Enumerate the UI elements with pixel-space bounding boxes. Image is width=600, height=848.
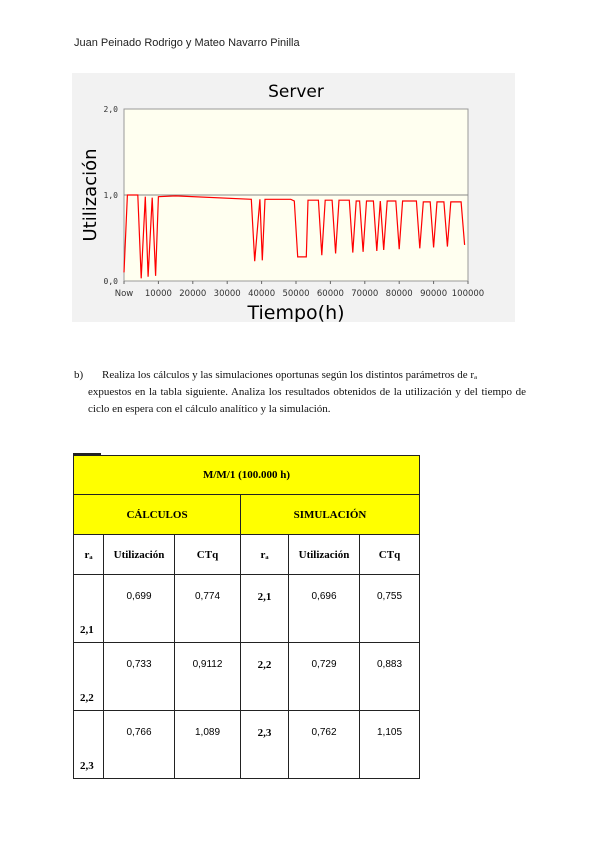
col-ra: rₐ <box>73 534 104 575</box>
cell: 0,762 <box>288 710 360 779</box>
cell: 2,1 <box>73 574 104 643</box>
x-tick-label: 10000 <box>145 289 172 299</box>
cell: 0,774 <box>174 574 241 643</box>
x-axis-label: Tiempo(h) <box>246 302 344 322</box>
cell: 0,699 <box>103 574 175 643</box>
y-tick-label: 1,0 <box>104 191 119 200</box>
cell: 2,3 <box>73 710 104 779</box>
x-tick-label: 40000 <box>248 289 275 299</box>
col-utilizacion-sim: Utilización <box>288 534 360 575</box>
cell: 2,3 <box>240 710 289 779</box>
x-tick-label: 60000 <box>317 289 344 299</box>
question-text-line2: expuestos en la tabla siguiente. Analiza… <box>88 386 526 415</box>
utilization-series-line <box>123 194 466 279</box>
chart-title: Server <box>268 82 324 102</box>
cell: 1,089 <box>174 710 241 779</box>
table-row: 2,2 0,733 0,9112 2,2 0,729 0,883 <box>73 642 420 711</box>
x-tick-label: 50000 <box>282 289 309 299</box>
question-b: b) Realiza los cálculos y las simulacion… <box>74 367 526 418</box>
x-tick-label: 90000 <box>420 289 447 299</box>
cell: 2,2 <box>240 642 289 711</box>
cell: 0,9112 <box>174 642 241 711</box>
y-axis-label: Utilización <box>80 148 101 241</box>
group-simulacion: SIMULACIÓN <box>240 494 420 535</box>
cell: 0,883 <box>359 642 420 711</box>
col-ctq: CTq <box>174 534 241 575</box>
group-calculos: CÁLCULOS <box>73 494 241 535</box>
cell: 0,755 <box>359 574 420 643</box>
question-label: b) <box>74 369 84 381</box>
x-tick-label: Now <box>115 289 134 299</box>
x-tick-label: 80000 <box>386 289 413 299</box>
col-ctq-sim: CTq <box>359 534 420 575</box>
table-row: 2,3 0,766 1,089 2,3 0,762 1,105 <box>73 710 420 779</box>
cell: 0,733 <box>103 642 175 711</box>
x-tick-label: 100000 <box>452 289 484 299</box>
y-tick-label: 0,0 <box>104 277 119 286</box>
table-corner-mark <box>73 453 101 455</box>
cell: 0,696 <box>288 574 360 643</box>
question-text-line1: Realiza los cálculos y las simulaciones … <box>102 369 478 381</box>
server-utilization-chart: Server Tiempo(h) Utilización Now 10000 200… <box>72 73 515 322</box>
table-row: 2,1 0,699 0,774 2,1 0,696 0,755 <box>73 574 420 643</box>
table-title: M/M/1 (100.000 h) <box>73 455 420 495</box>
page-header-authors: Juan Peinado Rodrigo y Mateo Navarro Pin… <box>74 37 300 49</box>
results-table: M/M/1 (100.000 h) CÁLCULOS SIMULACIÓN rₐ… <box>73 455 420 779</box>
col-ra-sim: rₐ <box>240 534 289 575</box>
cell: 1,105 <box>359 710 420 779</box>
cell: 0,766 <box>103 710 175 779</box>
x-tick-label: 70000 <box>351 289 378 299</box>
cell: 0,729 <box>288 642 360 711</box>
y-tick-label: 2,0 <box>104 105 119 114</box>
x-tick-label: 30000 <box>214 289 241 299</box>
col-utilizacion: Utilización <box>103 534 175 575</box>
cell: 2,2 <box>73 642 104 711</box>
x-tick-label: 20000 <box>179 289 206 299</box>
cell: 2,1 <box>240 574 289 643</box>
chart-svg: Server Tiempo(h) Utilización Now 10000 200… <box>80 82 484 322</box>
